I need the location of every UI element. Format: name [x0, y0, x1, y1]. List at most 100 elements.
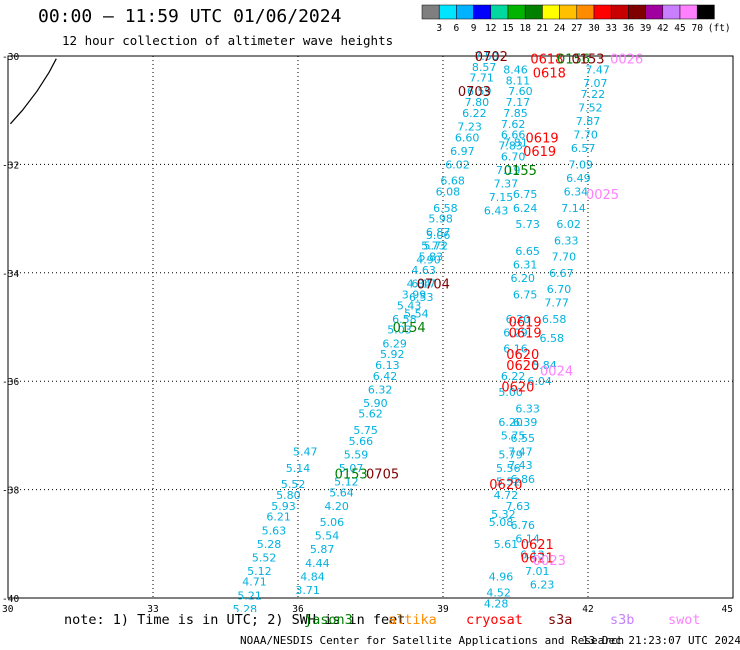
color-tick-label: 36 — [623, 23, 635, 34]
wave-height-value: 7.83 — [498, 139, 523, 152]
pass-time-label: 0153 — [571, 53, 604, 68]
wave-height-value: 7.52 — [578, 101, 603, 114]
color-tick-label: 9 — [471, 23, 477, 34]
units-note: note: 1) Time is in UTC; 2) SWH is in fe… — [64, 612, 406, 628]
wave-height-value: 4.44 — [305, 557, 330, 570]
y-tick-label: -40 — [2, 594, 19, 605]
color-tick-label: 27 — [571, 23, 582, 34]
wave-height-value: 5.75 — [501, 429, 526, 442]
wave-height-value: 6.55 — [511, 432, 536, 445]
wave-height-value: 5.28 — [233, 603, 258, 612]
pass-time-label: 0621 — [521, 538, 554, 553]
pass-time-label: 0703 — [458, 85, 491, 100]
wave-height-value: 6.76 — [511, 519, 536, 532]
wave-height-value: 7.85 — [503, 107, 528, 120]
wave-height-value: 6.39 — [513, 416, 538, 429]
color-swatch — [696, 4, 715, 20]
satellite-legend-s3a: s3a — [548, 612, 573, 628]
wave-height-value: 5.32 — [491, 508, 516, 521]
color-unit-label: (ft) — [708, 23, 731, 34]
pass-time-label: 0619 — [509, 316, 542, 331]
pass-time-label: 0618 — [530, 53, 563, 68]
wave-height-value: 5.52 — [281, 478, 306, 491]
wave-height-value: 7.62 — [501, 118, 526, 131]
wave-height-value: 6.75 — [513, 288, 538, 301]
wave-height-value: 5.93 — [271, 500, 296, 513]
wave-height-value: 6.29 — [503, 326, 528, 339]
wave-height-value: 4.28 — [484, 597, 509, 610]
wave-height-value: 6.23 — [530, 578, 555, 591]
chart-title: 00:00 – 11:59 UTC 01/06/2024 — [38, 6, 342, 27]
wave-height-value: 5.07 — [339, 462, 364, 475]
wave-height-value: 5.98 — [428, 213, 453, 226]
x-tick-label: 30 — [2, 604, 14, 612]
pass-time-label: 0026 — [610, 53, 643, 68]
wave-height-value: 7.70 — [552, 251, 577, 264]
pass-time-label: 0620 — [501, 381, 534, 396]
wave-height-value: 6.08 — [436, 186, 461, 199]
wave-height-value: 4.52 — [486, 587, 511, 600]
wave-height-value: 7.37 — [494, 177, 519, 190]
wave-height-value: 6.68 — [440, 175, 465, 188]
y-tick-label: -32 — [2, 160, 19, 171]
wave-height-value: 5.12 — [247, 565, 272, 578]
wave-height-value: 7.19 — [496, 164, 521, 177]
wave-height-value: 5.43 — [397, 299, 422, 312]
wave-height-value: 5.64 — [329, 486, 354, 499]
pass-time-label: 0620 — [489, 478, 522, 493]
wave-height-value: 4.84 — [407, 278, 432, 291]
pass-time-label: 0023 — [533, 554, 566, 569]
wave-height-value: 6.21 — [266, 511, 291, 524]
wave-height-value: 5.06 — [320, 516, 345, 529]
wave-height-value: 6.49 — [566, 172, 591, 185]
wave-height-value: 7.47 — [508, 446, 533, 459]
wave-height-value: 5.12 — [334, 475, 359, 488]
wave-height-value: 6.24 — [513, 202, 538, 215]
wave-height-value: 7.63 — [506, 500, 531, 513]
wave-height-value: 7.87 — [576, 115, 601, 128]
wave-height-value: 5.73 — [421, 240, 446, 253]
wave-height-value: 4.96 — [489, 570, 514, 583]
wave-height-value: 6.58 — [542, 313, 567, 326]
wave-height-value: 5.63 — [262, 524, 287, 537]
satellite-legend-jason3: jason3 — [304, 612, 353, 628]
wave-height-value: 6.75 — [513, 188, 538, 201]
wave-height-value: 5.79 — [498, 448, 523, 461]
color-tick-label: 6 — [454, 23, 460, 34]
wave-height-value: 5.52 — [496, 475, 521, 488]
wave-height-value: 7.22 — [581, 88, 606, 101]
wave-height-value: 5.00 — [498, 386, 523, 399]
wave-height-value: 6.70 — [547, 283, 572, 296]
wave-height-value: 5.54 — [404, 307, 429, 320]
pass-time-label: 0704 — [417, 278, 450, 293]
pass-time-label: 0621 — [521, 551, 554, 566]
pass-time-label: 0154 — [393, 321, 426, 336]
wave-height-value: 8.46 — [503, 64, 528, 77]
satellite-legend-altika: altika — [388, 612, 437, 628]
wave-height-value: 6.58 — [392, 313, 417, 326]
wave-height-value: 6.13 — [375, 359, 400, 372]
wave-height-value: 7.14 — [561, 202, 586, 215]
color-tick-label: 3 — [436, 23, 442, 34]
pass-time-label: 0618 — [533, 66, 566, 81]
wave-height-value: 6.20 — [511, 272, 536, 285]
wave-height-value: 6.87 — [426, 226, 451, 239]
wave-height-value: 6.29 — [382, 337, 407, 350]
wave-height-value: 6.22 — [501, 370, 526, 383]
wave-height-value: 6.66 — [501, 129, 526, 142]
x-tick-label: 33 — [147, 604, 158, 612]
wave-height-value: 7.70 — [573, 129, 598, 142]
wave-height-value: 5.72 — [424, 240, 449, 253]
wave-height-value: 6.86 — [511, 473, 536, 486]
wave-height-value: 7.43 — [508, 459, 533, 472]
pass-time-label: 0153 — [335, 467, 368, 482]
y-tick-label: -34 — [2, 269, 19, 280]
satellite-legend-cryosat: cryosat — [466, 612, 523, 628]
wave-height-value: 6.13 — [520, 549, 545, 562]
wave-height-value: 7.23 — [457, 120, 482, 133]
generated-timestamp: 13 Dec 21:23:07 UTC 2024 — [582, 634, 740, 647]
color-tick-label: 42 — [657, 23, 668, 34]
pass-time-label: 0024 — [540, 364, 573, 379]
y-tick-label: -30 — [2, 52, 19, 63]
x-tick-label: 36 — [292, 604, 304, 612]
